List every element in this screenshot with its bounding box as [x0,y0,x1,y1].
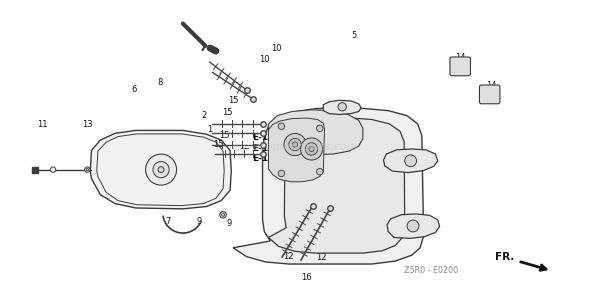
Text: 15: 15 [213,140,224,149]
Circle shape [278,123,284,130]
Text: 15: 15 [222,108,232,117]
Circle shape [309,146,314,152]
Circle shape [289,138,301,151]
Text: E-15: E-15 [252,133,274,142]
Polygon shape [384,149,438,173]
Text: 1: 1 [207,125,212,134]
Circle shape [284,133,306,156]
Circle shape [219,212,227,218]
Circle shape [222,213,224,216]
Text: 8: 8 [158,78,163,87]
Circle shape [407,220,419,232]
Circle shape [405,155,417,167]
Circle shape [278,170,284,177]
Text: replacementparts.com: replacementparts.com [232,142,358,153]
Polygon shape [268,118,324,182]
Text: 12: 12 [316,253,327,262]
Circle shape [153,162,169,178]
Circle shape [300,138,323,160]
Polygon shape [233,108,424,264]
Text: 6: 6 [132,85,137,94]
Circle shape [338,103,346,111]
Circle shape [146,154,176,185]
FancyBboxPatch shape [450,57,470,76]
Text: 9: 9 [227,219,231,228]
Circle shape [293,142,297,147]
Circle shape [86,168,88,171]
FancyBboxPatch shape [480,85,500,104]
Text: 16: 16 [301,273,312,282]
Polygon shape [268,118,405,253]
Text: 9: 9 [197,217,202,226]
Polygon shape [90,130,231,209]
Circle shape [50,167,55,172]
Text: E-15-1: E-15-1 [252,144,284,153]
Circle shape [316,125,323,132]
Text: 14: 14 [486,81,496,90]
Text: 2: 2 [201,111,206,120]
Polygon shape [323,100,361,114]
Text: 13: 13 [82,120,93,129]
Polygon shape [387,214,440,238]
Circle shape [158,167,164,173]
Text: 12: 12 [283,252,293,260]
Text: 5: 5 [352,32,356,40]
Text: 15: 15 [219,131,230,140]
Text: Z5R0 - E0200: Z5R0 - E0200 [404,266,458,275]
Circle shape [85,167,90,172]
Text: FR.: FR. [495,252,514,262]
Text: 10: 10 [259,55,270,64]
Text: 7: 7 [165,217,171,226]
Text: E-15-2: E-15-2 [252,154,284,163]
Circle shape [306,143,318,155]
Text: 10: 10 [271,44,281,53]
Polygon shape [97,134,224,206]
Text: 14: 14 [455,53,466,62]
Text: 11: 11 [37,120,48,129]
Polygon shape [268,110,363,155]
Circle shape [316,168,323,175]
Text: 15: 15 [228,96,238,105]
